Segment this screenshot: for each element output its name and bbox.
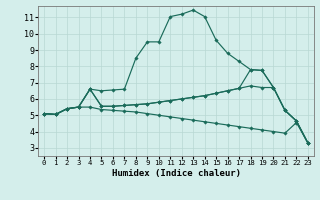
X-axis label: Humidex (Indice chaleur): Humidex (Indice chaleur) <box>111 169 241 178</box>
